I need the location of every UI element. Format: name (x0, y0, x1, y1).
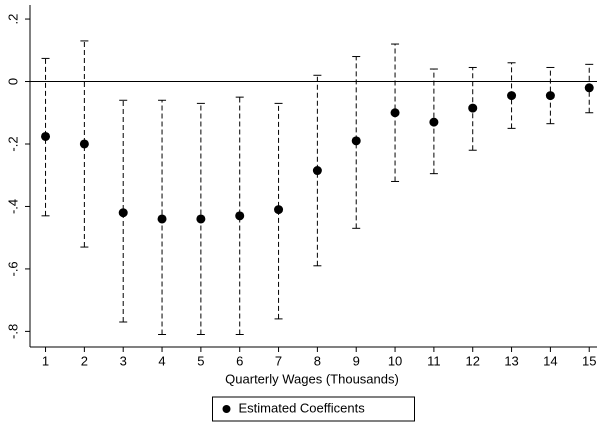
point (545, 91, 555, 101)
x-tick-label: 11 (427, 353, 441, 368)
point (584, 83, 594, 93)
y-tick-label: .2 (5, 14, 20, 25)
y-tick-label: -.2 (5, 136, 20, 151)
point (118, 208, 128, 218)
x-tick-label: 13 (504, 353, 518, 368)
x-tick-label: 8 (314, 353, 321, 368)
point (196, 214, 206, 224)
legend-label: Estimated Coefficents (239, 400, 366, 415)
x-tick-label: 4 (158, 353, 165, 368)
point (41, 131, 51, 141)
point (468, 103, 478, 113)
x-tick-label: 9 (353, 353, 360, 368)
point (390, 108, 400, 118)
x-tick-label: 12 (465, 353, 479, 368)
point (274, 205, 284, 215)
x-tick-label: 1 (42, 353, 49, 368)
legend-marker (222, 405, 231, 413)
point (157, 214, 167, 224)
x-tick-label: 7 (275, 353, 282, 368)
x-tick-label: 15 (582, 353, 596, 368)
x-tick-label: 10 (388, 353, 402, 368)
y-tick-label: -.4 (5, 199, 20, 214)
x-tick-label: 3 (120, 353, 127, 368)
y-tick-label: -.8 (5, 324, 20, 339)
point (351, 136, 361, 146)
x-tick-label: 5 (197, 353, 204, 368)
x-tick-label: 14 (543, 353, 557, 368)
point (429, 117, 439, 127)
x-axis-label: Quarterly Wages (Thousands) (225, 371, 399, 386)
point (507, 91, 517, 101)
x-tick-label: 2 (81, 353, 88, 368)
point (79, 139, 89, 149)
y-tick-label: -.6 (5, 261, 20, 276)
legend-box (212, 396, 415, 422)
y-tick-label: 0 (5, 78, 20, 85)
point (312, 166, 322, 176)
point (235, 211, 245, 221)
x-tick-label: 6 (236, 353, 243, 368)
